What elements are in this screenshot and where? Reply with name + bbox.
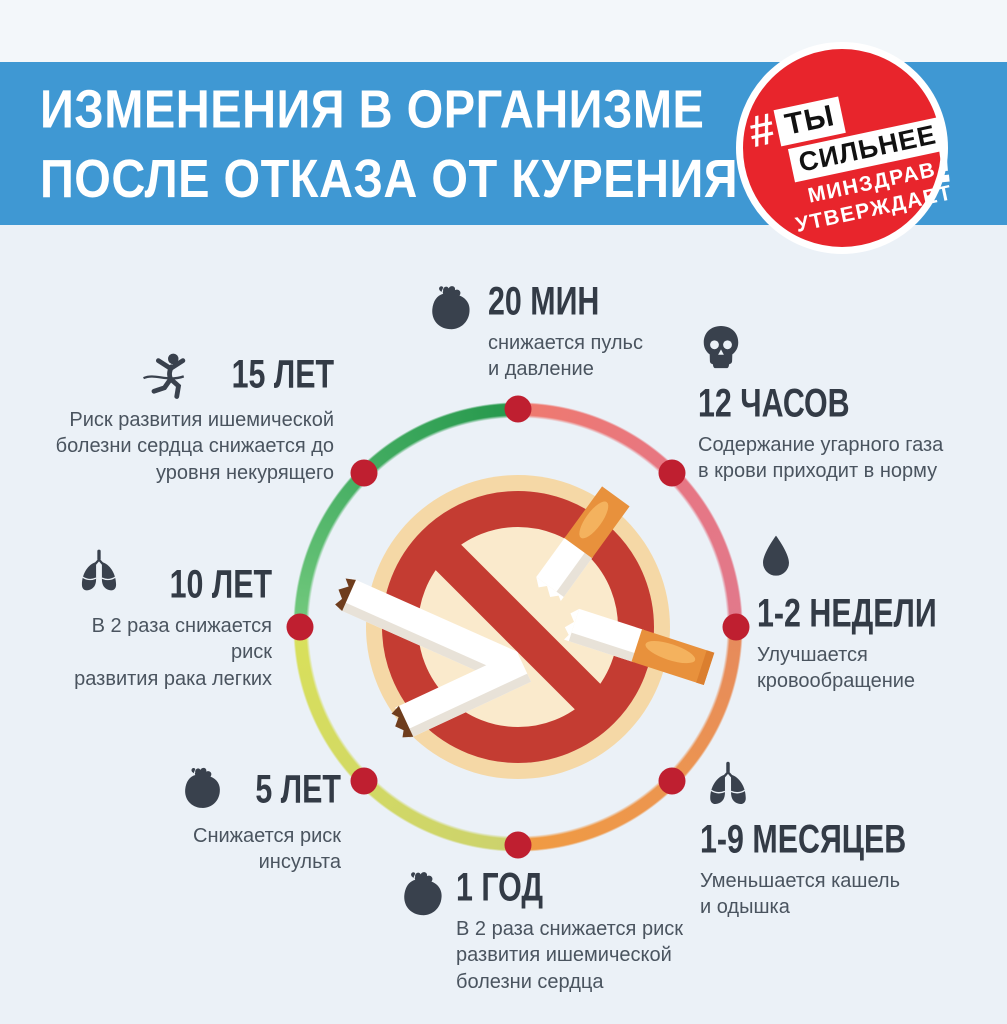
- lungs-icon: [700, 760, 945, 812]
- cigarette-filter-right: [563, 608, 715, 686]
- milestone-desc: Снижается риск инсульта: [193, 825, 341, 874]
- milestone-15years: 15 ЛЕТ Риск развития ишемической болезни…: [24, 350, 334, 486]
- milestone-desc: Уменьшается кашель и одышка: [700, 870, 900, 919]
- prohibition-slash: [412, 521, 624, 733]
- milestone-1year: 1 ГОД В 2 раза снижается риск развития и…: [388, 865, 683, 995]
- heart-icon: [170, 764, 224, 818]
- drop-icon: [757, 532, 967, 582]
- page-title: ИЗМЕНЕНИЯ В ОРГАНИЗМЕ ПОСЛЕ ОТКАЗА ОТ КУ…: [40, 76, 738, 215]
- milestone-desc: Риск развития ишемической болезни сердца…: [55, 409, 334, 484]
- page-title-line2: ПОСЛЕ ОТКАЗА ОТ КУРЕНИЯ: [40, 149, 739, 210]
- cigarette-filter-top: [536, 486, 630, 602]
- page-title-line1: ИЗМЕНЕНИЯ В ОРГАНИЗМЕ: [40, 80, 705, 140]
- heart-icon: [388, 868, 446, 926]
- timeline-dot-1-9months: [658, 767, 686, 795]
- timeline-dot-5years: [350, 767, 378, 795]
- milestone-1-9months: 1-9 МЕСЯЦЕВ Уменьшается кашель и одышка: [700, 760, 945, 921]
- timeline-dot-15years: [350, 459, 378, 487]
- timeline-dot-1year: [504, 831, 532, 859]
- timeline-dot-20min: [504, 395, 532, 423]
- milestone-desc: В 2 раза снижается риск развития ишемиче…: [456, 918, 683, 993]
- skull-icon: [698, 324, 968, 374]
- milestone-12hours: 12 ЧАСОВ Содержание угарного газа в кров…: [698, 324, 968, 485]
- timeline-dot-1-2weeks: [722, 613, 750, 641]
- milestone-5years: 5 ЛЕТ Снижается риск инсульта: [146, 764, 341, 876]
- milestone-time: 10 ЛЕТ: [169, 562, 272, 607]
- milestone-10years: 10 ЛЕТ В 2 раза снижается риск развития …: [56, 548, 272, 692]
- milestone-time: 1-9 МЕСЯЦЕВ: [700, 817, 907, 862]
- no-smoking-sign: [335, 475, 715, 779]
- milestone-time: 1 ГОД: [456, 865, 544, 910]
- milestone-20min: 20 МИН снижается пульс и давление: [416, 279, 643, 383]
- milestone-1-2weeks: 1-2 НЕДЕЛИ Улучшается кровообращение: [757, 532, 967, 695]
- milestone-desc: Улучшается кровообращение: [757, 644, 916, 693]
- timeline-dot-10years: [286, 613, 314, 641]
- milestone-time: 1-2 НЕДЕЛИ: [757, 591, 937, 636]
- milestone-desc: снижается пульс и давление: [488, 332, 643, 381]
- milestone-time: 5 ЛЕТ: [255, 766, 341, 812]
- ministry-badge: # ТЫ СИЛЬНЕЕ МИНЗДРАВ УТВЕРЖДАЕТ !: [736, 42, 956, 254]
- milestone-time: 15 ЛЕТ: [231, 351, 334, 397]
- milestone-time: 20 МИН: [488, 279, 600, 324]
- lungs-icon: [72, 548, 126, 598]
- cigarette-fragment: [391, 650, 532, 739]
- cigarette-left: [335, 578, 519, 684]
- milestone-time: 12 ЧАСОВ: [698, 381, 850, 426]
- milestone-desc: В 2 раза снижается риск развития рака ле…: [74, 615, 272, 690]
- runner-finish-icon: [140, 350, 196, 408]
- heart-icon: [416, 282, 474, 340]
- timeline-dot-12hours: [658, 459, 686, 487]
- milestone-desc: Содержание угарного газа в крови приходи…: [698, 434, 944, 483]
